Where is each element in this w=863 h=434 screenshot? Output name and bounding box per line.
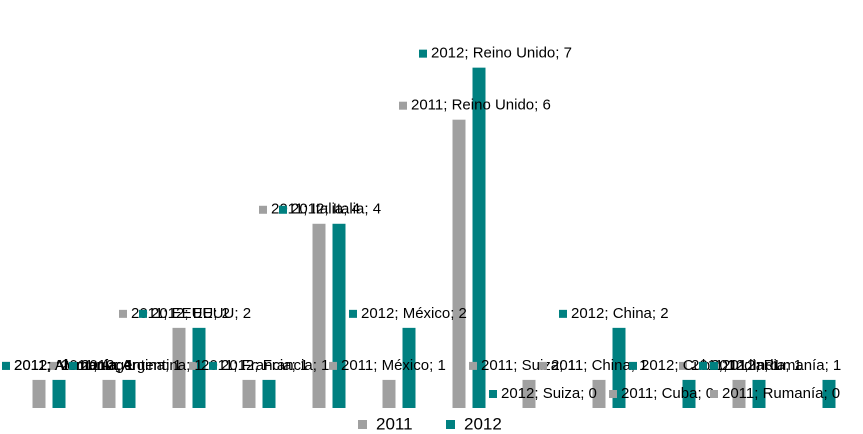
label-key (419, 49, 427, 58)
label-key (489, 390, 497, 398)
label-key (699, 361, 707, 370)
data-label: 2012; China; 2 (571, 305, 669, 322)
data-label: 2012; EEUU; 2 (151, 305, 251, 322)
bar (102, 379, 116, 408)
data-label: 2011; México; 1 (341, 357, 446, 374)
data-label: 2012; Suiza; 0 (501, 385, 597, 402)
bar (452, 119, 466, 408)
legend-label: 2011 (376, 414, 413, 433)
bar (122, 379, 136, 408)
bar (822, 379, 836, 408)
data-label: 2011; Suiza; 1 (481, 357, 576, 374)
label-key (139, 309, 147, 318)
label-key (629, 361, 637, 370)
label-key (349, 309, 357, 318)
bar (732, 379, 746, 408)
label-key (69, 361, 77, 370)
label-key (679, 361, 687, 370)
label-key (329, 361, 337, 370)
data-label: 2011; China; 1 (551, 357, 647, 374)
data-label: 2011; Italia; 4 (271, 201, 360, 218)
label-key (539, 361, 547, 370)
bar (262, 379, 276, 408)
data-label: 2012; México; 2 (361, 305, 467, 322)
bar (32, 379, 46, 408)
data-label: 2012; Reino Unido; 7 (431, 45, 572, 62)
bar (172, 327, 186, 408)
data-label: 2011; Argentina; 1 (61, 357, 182, 374)
data-label: 2011; Rumanía; 0 (722, 385, 840, 402)
bar (382, 379, 396, 408)
bar (402, 327, 416, 408)
label-key (49, 361, 57, 370)
data-label: 2011; Reino Unido; 6 (411, 97, 551, 114)
data-label: 2012; Rumanía; 1 (722, 357, 841, 374)
data-label: 2012; Francia; 1 (221, 357, 329, 374)
data-label: 2011; Cuba; 0 (621, 385, 714, 402)
bar (592, 379, 606, 408)
label-key (189, 361, 197, 370)
data-label: 2011; EEUU; 2 (131, 305, 230, 322)
label-key (469, 361, 477, 370)
label-key (559, 309, 567, 318)
label-key (259, 205, 267, 214)
legend-key (358, 420, 367, 429)
label-key (209, 361, 217, 370)
bar (192, 327, 206, 408)
bar (332, 223, 346, 408)
bar (612, 327, 626, 408)
label-key (609, 390, 617, 398)
legend-label: 2012 (464, 414, 502, 433)
data-label: 2011; Francia; 1 (201, 357, 308, 374)
label-key (710, 361, 718, 370)
legend-key (446, 420, 455, 429)
label-key (119, 309, 127, 318)
data-label: 2012; Italia; 4 (291, 201, 381, 218)
label-key (2, 361, 10, 370)
bar (242, 379, 256, 408)
bar (752, 379, 766, 408)
data-label: 2012; India; 1 (711, 357, 802, 374)
data-label: 2012; Argentina; 1 (81, 357, 203, 374)
label-key (710, 390, 718, 398)
label-key (279, 205, 287, 214)
bar (472, 67, 486, 408)
bar (682, 379, 696, 408)
label-key (399, 101, 407, 110)
bar (312, 223, 326, 408)
bar (52, 379, 66, 408)
bar (522, 379, 536, 408)
